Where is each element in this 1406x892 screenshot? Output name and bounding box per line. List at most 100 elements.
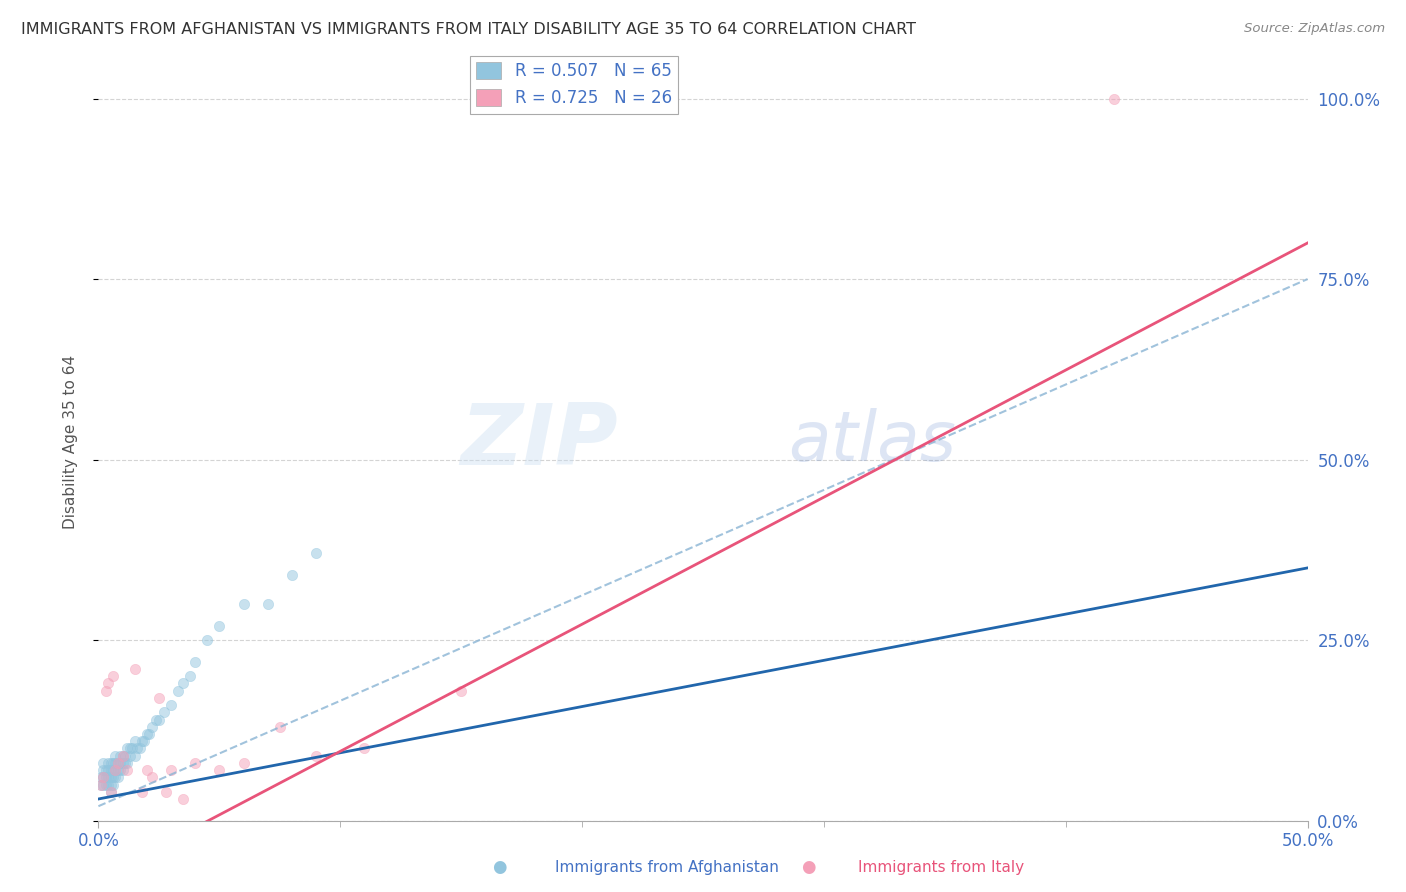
Point [152, 706, 174, 720]
Point [172, 676, 194, 690]
Point [101, 756, 124, 770]
Point [124, 748, 146, 763]
Point [208, 618, 231, 632]
Point [104, 756, 127, 770]
Point [118, 741, 141, 756]
Point [141, 720, 163, 734]
Point [111, 756, 134, 770]
Point [94, 683, 117, 698]
Point [305, 748, 328, 763]
Y-axis label: Disability Age 35 to 64: Disability Age 35 to 64 [63, 354, 77, 529]
Point [232, 756, 254, 770]
Text: atlas: atlas [787, 408, 956, 475]
Point [118, 748, 141, 763]
Text: Immigrants from Afghanistan: Immigrants from Afghanistan [555, 860, 779, 874]
Legend: R = 0.507   N = 65, R = 0.725   N = 26: R = 0.507 N = 65, R = 0.725 N = 26 [470, 55, 678, 113]
Point [138, 727, 160, 741]
Point [90, 778, 112, 792]
Point [97, 676, 120, 690]
Point [101, 669, 124, 683]
Point [104, 763, 127, 777]
Point [108, 748, 131, 763]
Point [97, 763, 120, 777]
Point [117, 741, 139, 756]
Point [124, 662, 146, 676]
Point [148, 690, 170, 705]
Point [101, 770, 124, 784]
Point [179, 669, 201, 683]
Point [155, 785, 177, 799]
Point [100, 785, 122, 799]
Point [91, 763, 114, 777]
Point [172, 792, 194, 806]
Point [107, 756, 129, 770]
Text: ●: ● [492, 858, 506, 876]
Text: ZIP: ZIP [461, 400, 619, 483]
Point [107, 770, 129, 784]
Point [90, 778, 112, 792]
Point [101, 763, 124, 777]
Point [256, 597, 278, 611]
Point [97, 778, 120, 792]
Point [117, 763, 139, 777]
Point [121, 741, 143, 756]
Point [104, 770, 127, 784]
Point [135, 727, 157, 741]
Point [131, 785, 153, 799]
Point [127, 741, 149, 756]
Point [104, 748, 127, 763]
Point [100, 778, 122, 792]
Point [128, 741, 150, 756]
Point [94, 763, 117, 777]
Point [114, 756, 136, 770]
Point [353, 741, 375, 756]
Point [134, 734, 156, 748]
Point [148, 713, 170, 727]
Point [281, 568, 304, 582]
Point [100, 756, 122, 770]
Point [100, 763, 122, 777]
Point [90, 770, 112, 784]
Point [100, 770, 122, 784]
Point [101, 778, 124, 792]
Point [91, 756, 114, 770]
Point [167, 683, 190, 698]
Point [94, 770, 117, 784]
Point [91, 770, 114, 784]
Text: IMMIGRANTS FROM AFGHANISTAN VS IMMIGRANTS FROM ITALY DISABILITY AGE 35 TO 64 COR: IMMIGRANTS FROM AFGHANISTAN VS IMMIGRANT… [21, 22, 917, 37]
Point [107, 763, 129, 777]
Point [97, 756, 120, 770]
Point [91, 778, 114, 792]
Point [160, 763, 183, 777]
Point [195, 633, 218, 648]
Point [104, 763, 127, 777]
Text: Immigrants from Italy: Immigrants from Italy [858, 860, 1024, 874]
Point [184, 655, 207, 669]
Point [232, 597, 254, 611]
Point [305, 546, 328, 560]
Point [108, 763, 131, 777]
Text: ●: ● [801, 858, 815, 876]
Point [141, 770, 163, 784]
Point [108, 756, 131, 770]
Point [135, 763, 157, 777]
Point [131, 734, 153, 748]
Point [1102, 91, 1125, 105]
Point [107, 756, 129, 770]
Point [111, 748, 134, 763]
Point [97, 770, 120, 784]
Point [94, 778, 117, 792]
Point [114, 748, 136, 763]
Text: Source: ZipAtlas.com: Source: ZipAtlas.com [1244, 22, 1385, 36]
Point [184, 756, 207, 770]
Point [208, 763, 231, 777]
Point [145, 713, 167, 727]
Point [124, 734, 146, 748]
Point [100, 785, 122, 799]
Point [117, 756, 139, 770]
Point [160, 698, 183, 712]
Point [269, 720, 291, 734]
Point [450, 683, 472, 698]
Point [111, 748, 134, 763]
Point [111, 763, 134, 777]
